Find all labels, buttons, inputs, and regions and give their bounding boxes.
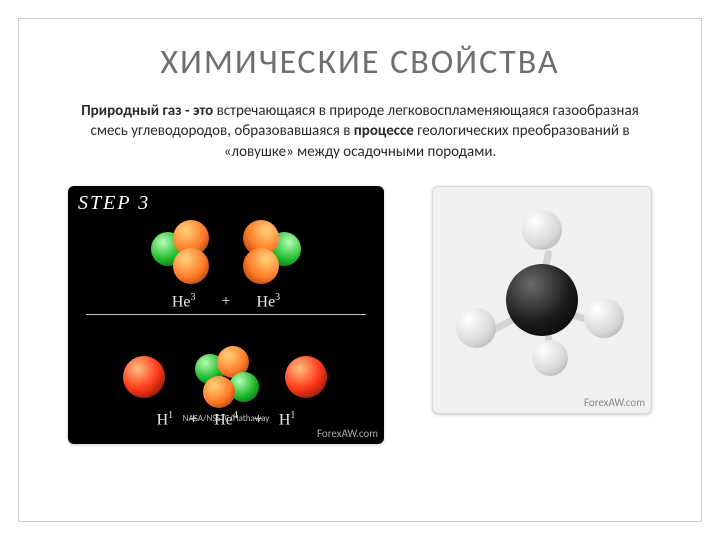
figures-row: STEP 3 He3 + He3 H1 + He4: [34, 186, 686, 444]
figure-fusion: STEP 3 He3 + He3 H1 + He4: [68, 186, 384, 444]
slide-title: ХИМИЧЕСКИЕ СВОЙСТВА: [34, 42, 686, 83]
he3-cluster-left: [143, 218, 221, 290]
eq1-right: He3: [257, 292, 281, 311]
eq2-h1l: H1: [157, 410, 174, 429]
watermark-right: ForexAW.com: [584, 396, 645, 409]
watermark-left: ForexAW.com: [317, 427, 378, 440]
figure-methane: ForexAW.com: [432, 186, 652, 414]
slide-content: ХИМИЧЕСКИЕ СВОЙСТВА Природный газ - это …: [0, 0, 720, 540]
eq1-left: He3: [172, 292, 196, 311]
reaction-row-1: [68, 204, 384, 304]
he4-cluster: [189, 346, 263, 410]
body-paragraph: Природный газ - это встречающаяся в прир…: [34, 101, 686, 162]
methane-molecule: [452, 210, 632, 390]
eq1-plus: +: [221, 293, 230, 311]
strong-process: процессе: [354, 122, 414, 140]
lead-strong: Природный газ - это: [81, 102, 213, 120]
nasa-credit: NASA/NSSTC/Hathaway: [183, 413, 270, 424]
proton-left: [119, 354, 171, 402]
eq2-h1r: H1: [279, 410, 296, 429]
he3-cluster-right: [231, 218, 309, 290]
equation-line-1: He3 + He3: [68, 292, 384, 311]
proton-right: [281, 354, 333, 402]
reaction-divider: [86, 314, 366, 315]
